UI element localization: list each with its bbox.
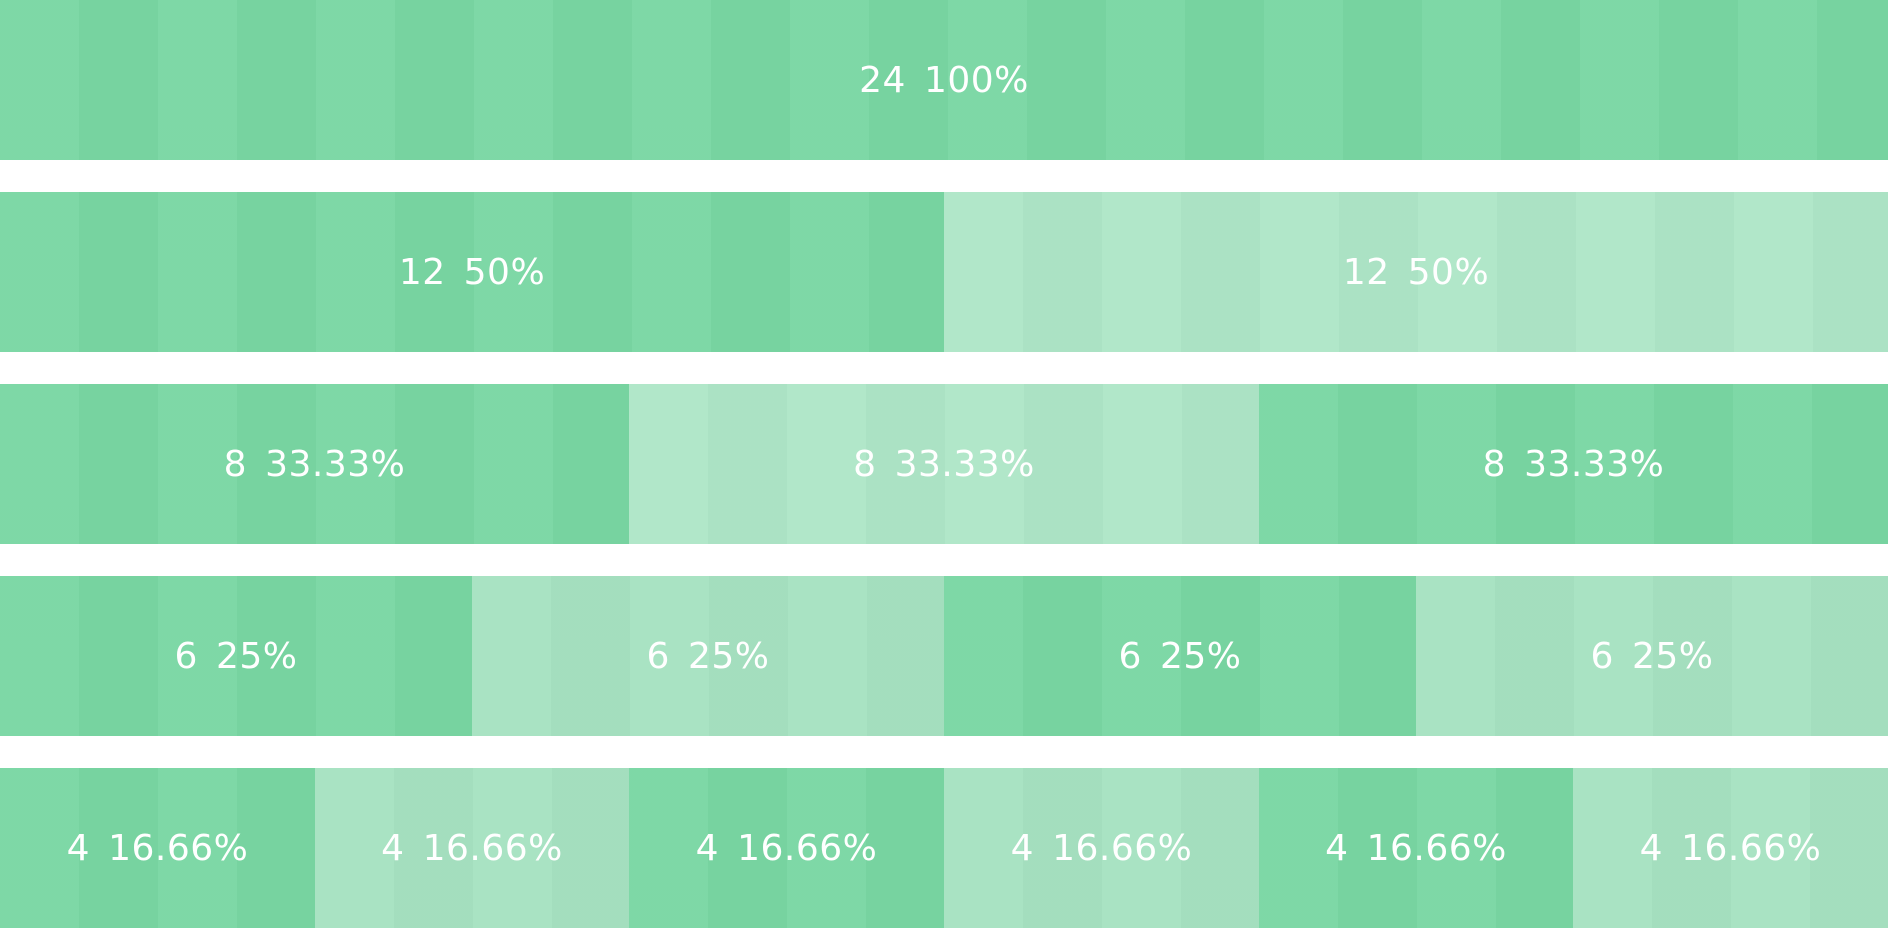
col-percent: 16.66% (1052, 827, 1193, 869)
col-span: 24 (859, 59, 906, 101)
col-label: 8 33.33% (1483, 444, 1665, 485)
grid-row-12: 12 50% 12 50% (0, 192, 1888, 352)
col-percent: 16.66% (422, 827, 563, 869)
col-percent: 33.33% (1524, 443, 1665, 485)
grid-col-4: 4 16.66% (315, 768, 629, 928)
grid-row-4: 4 16.66% 4 16.66% 4 16.66% 4 16.66% 4 (0, 768, 1888, 928)
col-percent: 25% (215, 635, 298, 677)
col-span: 6 (646, 635, 670, 677)
grid-col-4: 4 16.66% (1573, 768, 1888, 928)
col-span: 4 (1010, 827, 1035, 869)
col-span: 8 (223, 443, 248, 485)
col-percent: 50% (463, 251, 546, 293)
col-percent: 16.66% (1681, 827, 1822, 869)
col-span: 8 (853, 443, 877, 485)
col-percent: 33.33% (894, 443, 1035, 485)
col-label: 8 33.33% (853, 444, 1035, 485)
col-percent: 25% (1159, 635, 1242, 677)
col-label: 4 16.66% (1011, 828, 1193, 869)
col-label: 6 25% (647, 636, 770, 677)
col-label: 6 25% (175, 636, 298, 677)
col-span: 4 (1639, 827, 1664, 869)
col-label: 4 16.66% (381, 828, 563, 869)
col-span: 8 (1482, 443, 1507, 485)
grid-col-8: 8 33.33% (629, 384, 1259, 544)
col-label: 24 100% (859, 60, 1029, 101)
col-label: 8 33.33% (224, 444, 406, 485)
col-label: 12 50% (399, 252, 545, 293)
grid-col-12: 12 50% (944, 192, 1888, 352)
col-label: 12 50% (1343, 252, 1489, 293)
col-percent: 25% (1631, 635, 1714, 677)
col-label: 6 25% (1119, 636, 1242, 677)
grid-col-4: 4 16.66% (944, 768, 1259, 928)
col-span: 6 (1590, 635, 1614, 677)
col-span: 4 (381, 827, 405, 869)
col-span: 6 (174, 635, 198, 677)
grid-col-4: 4 16.66% (0, 768, 315, 928)
grid-row-24: 24 100% (0, 0, 1888, 160)
grid-col-8: 8 33.33% (0, 384, 629, 544)
grid-col-6: 6 25% (944, 576, 1416, 736)
col-label: 4 16.66% (67, 828, 249, 869)
col-percent: 100% (923, 59, 1029, 101)
grid-col-6: 6 25% (472, 576, 944, 736)
grid-col-4: 4 16.66% (1259, 768, 1573, 928)
col-span: 4 (66, 827, 91, 869)
col-span: 12 (398, 251, 446, 293)
col-percent: 16.66% (108, 827, 249, 869)
col-label: 4 16.66% (696, 828, 878, 869)
col-span: 12 (1342, 251, 1390, 293)
col-percent: 33.33% (265, 443, 406, 485)
col-percent: 50% (1407, 251, 1490, 293)
col-percent: 16.66% (1366, 827, 1507, 869)
grid-row-6: 6 25% 6 25% 6 25% 6 25% (0, 576, 1888, 736)
grid-col-6: 6 25% (1416, 576, 1888, 736)
grid-col-8: 8 33.33% (1259, 384, 1888, 544)
col-label: 6 25% (1591, 636, 1714, 677)
col-span: 4 (695, 827, 720, 869)
grid-row-8: 8 33.33% 8 33.33% 8 33.33% (0, 384, 1888, 544)
col-label: 4 16.66% (1325, 828, 1507, 869)
col-percent: 25% (687, 635, 770, 677)
grid-col-12: 12 50% (0, 192, 944, 352)
col-percent: 16.66% (737, 827, 878, 869)
col-span: 4 (1325, 827, 1349, 869)
col-span: 6 (1118, 635, 1142, 677)
grid-col-6: 6 25% (0, 576, 472, 736)
grid-col-24: 24 100% (0, 0, 1888, 160)
col-label: 4 16.66% (1640, 828, 1822, 869)
grid-col-4: 4 16.66% (629, 768, 944, 928)
